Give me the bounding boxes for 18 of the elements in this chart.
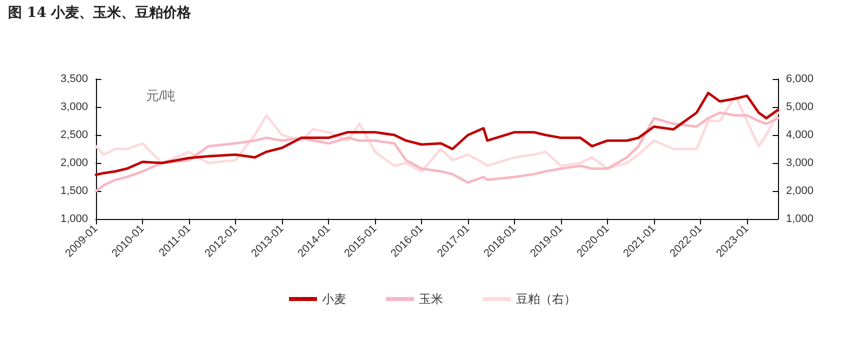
y2-tick-label: 1,000 xyxy=(786,213,814,225)
legend-label: 玉米 xyxy=(419,292,443,306)
y2-tick-label: 3,000 xyxy=(786,157,814,169)
y2-tick-label: 6,000 xyxy=(786,73,814,85)
legend-label: 小麦 xyxy=(322,292,346,306)
y2-tick-label: 5,000 xyxy=(786,101,814,113)
legend-label: 豆粕（右） xyxy=(516,292,576,306)
y-axis-title: 元/吨 xyxy=(146,88,176,103)
y-tick-label: 2,500 xyxy=(60,129,88,141)
y-tick-label: 1,500 xyxy=(60,185,88,197)
y-tick-label: 3,000 xyxy=(60,101,88,113)
y-tick-label: 2,000 xyxy=(60,157,88,169)
y-tick-label: 1,000 xyxy=(60,213,88,225)
y2-tick-label: 2,000 xyxy=(786,185,814,197)
y2-tick-label: 4,000 xyxy=(786,129,814,141)
chart-title: 图 14 小麦、玉米、豆粕价格 xyxy=(8,4,192,22)
y-tick-label: 3,500 xyxy=(60,73,88,85)
line-series xyxy=(94,111,780,192)
